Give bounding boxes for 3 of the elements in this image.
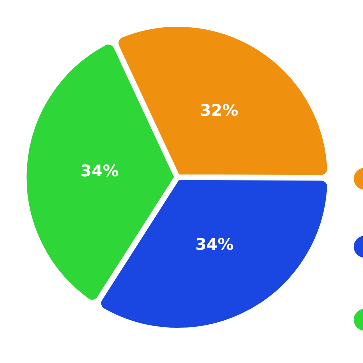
data-label: 32% bbox=[200, 101, 239, 120]
data-label: 34% bbox=[80, 162, 120, 181]
data-label: 34% bbox=[196, 234, 234, 254]
